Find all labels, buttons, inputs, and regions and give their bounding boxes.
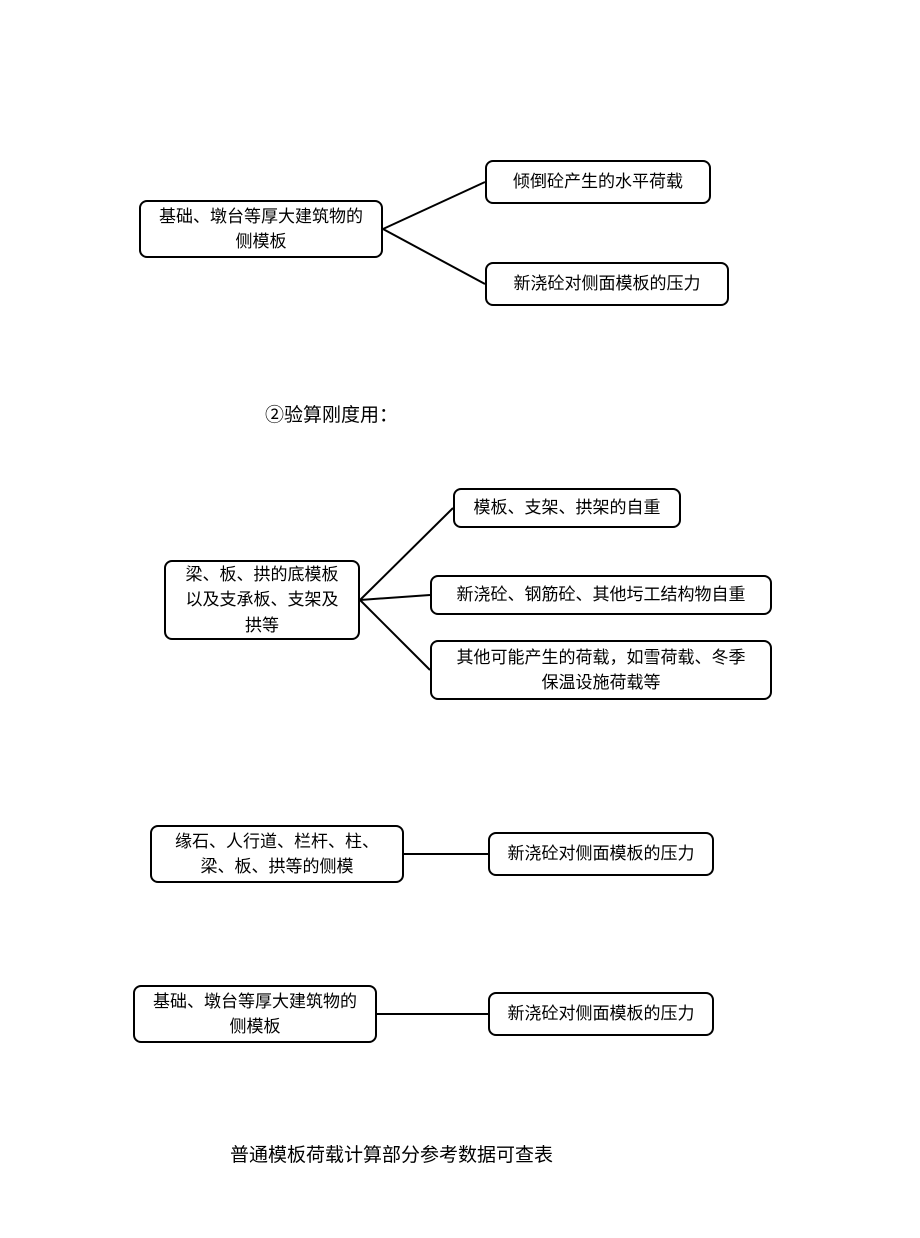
d3-left-label: 缘石、人行道、栏杆、柱、梁、板、拱等的侧模 bbox=[175, 829, 379, 880]
d4-left: 基础、墩台等厚大建筑物的侧模板 bbox=[133, 985, 377, 1043]
d1-child-0-label: 倾倒砼产生的水平荷载 bbox=[513, 169, 683, 195]
edge bbox=[383, 182, 485, 229]
footer-label: 普通模板荷载计算部分参考数据可查表 bbox=[230, 1140, 553, 1167]
d1-child-1: 新浇砼对侧面模板的压力 bbox=[485, 262, 729, 306]
d4-right-label: 新浇砼对侧面模板的压力 bbox=[508, 1001, 695, 1027]
footer-label-text: 普通模板荷载计算部分参考数据可查表 bbox=[230, 1145, 553, 1166]
d2-root-label: 梁、板、拱的底模板以及支承板、支架及拱等 bbox=[186, 562, 339, 639]
d1-child-0: 倾倒砼产生的水平荷载 bbox=[485, 160, 711, 204]
section2-label-text: ②验算刚度用： bbox=[265, 405, 398, 426]
d3-right-label: 新浇砼对侧面模板的压力 bbox=[508, 841, 695, 867]
d2-root: 梁、板、拱的底模板以及支承板、支架及拱等 bbox=[164, 560, 360, 640]
edge bbox=[360, 600, 430, 670]
d4-left-label: 基础、墩台等厚大建筑物的侧模板 bbox=[153, 989, 357, 1040]
d2-child-2: 其他可能产生的荷载，如雪荷载、冬季保温设施荷载等 bbox=[430, 640, 772, 700]
d1-child-1-label: 新浇砼对侧面模板的压力 bbox=[514, 271, 701, 297]
d2-child-0: 模板、支架、拱架的自重 bbox=[453, 488, 681, 528]
d1-root-label: 基础、墩台等厚大建筑物的侧模板 bbox=[159, 204, 363, 255]
d2-child-0-label: 模板、支架、拱架的自重 bbox=[474, 495, 661, 521]
d2-child-1-label: 新浇砼、钢筋砼、其他圬工结构物自重 bbox=[457, 582, 746, 608]
edge bbox=[383, 229, 485, 284]
section2-label: ②验算刚度用： bbox=[265, 400, 398, 427]
d3-left: 缘石、人行道、栏杆、柱、梁、板、拱等的侧模 bbox=[150, 825, 404, 883]
d2-child-2-label: 其他可能产生的荷载，如雪荷载、冬季保温设施荷载等 bbox=[457, 645, 746, 696]
d3-right: 新浇砼对侧面模板的压力 bbox=[488, 832, 714, 876]
d2-child-1: 新浇砼、钢筋砼、其他圬工结构物自重 bbox=[430, 575, 772, 615]
d1-root: 基础、墩台等厚大建筑物的侧模板 bbox=[139, 200, 383, 258]
d4-right: 新浇砼对侧面模板的压力 bbox=[488, 992, 714, 1036]
connectors-svg bbox=[0, 0, 920, 1238]
edge bbox=[360, 595, 430, 600]
